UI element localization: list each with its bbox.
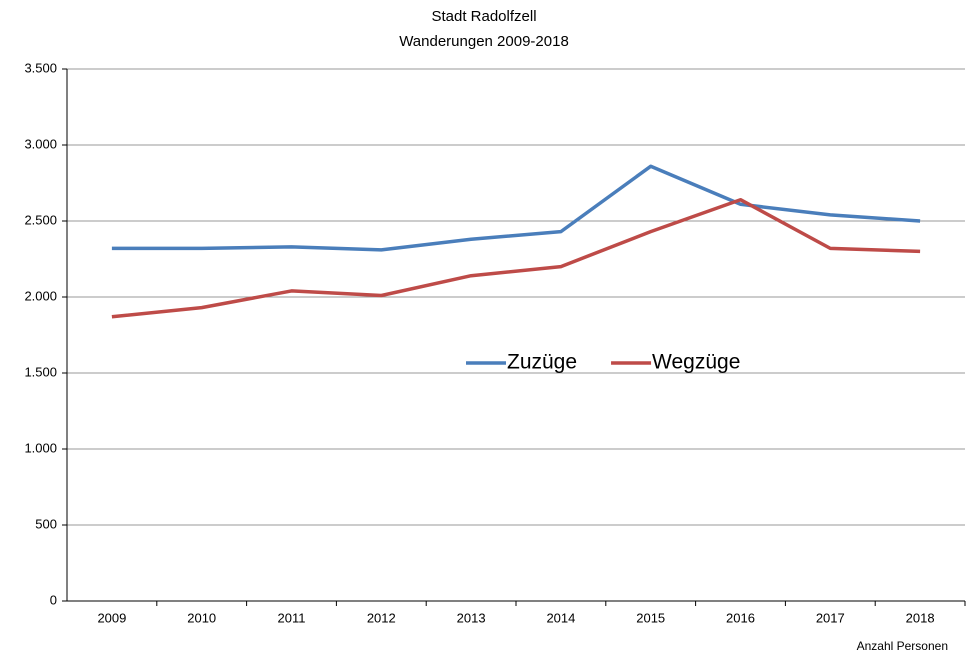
x-tick-label: 2012 bbox=[367, 610, 396, 625]
y-tick-label: 500 bbox=[35, 516, 57, 531]
x-tick-label: 2016 bbox=[726, 610, 755, 625]
x-tick-label: 2009 bbox=[97, 610, 126, 625]
x-tick-label: 2010 bbox=[187, 610, 216, 625]
x-tick-label: 2011 bbox=[278, 610, 306, 625]
y-tick-label: 1.500 bbox=[24, 364, 57, 379]
legend-label: Wegzüge bbox=[652, 351, 740, 374]
annotation: Anzahl Personen bbox=[857, 639, 948, 653]
y-tick-label: 3.500 bbox=[24, 60, 57, 75]
series-line bbox=[111, 197, 921, 319]
x-tick-label: 2017 bbox=[816, 610, 845, 625]
chart-subtitle: Wanderungen 2009-2018 bbox=[399, 33, 569, 50]
y-tick-label: 2.500 bbox=[24, 212, 57, 227]
x-tick-label: 2014 bbox=[546, 610, 575, 625]
y-tick-label: 3.000 bbox=[24, 136, 57, 151]
chart-title: Stadt Radolfzell bbox=[431, 8, 536, 25]
series-line bbox=[111, 164, 921, 252]
legend-label: Zuzüge bbox=[507, 351, 577, 374]
x-tick-label: 2015 bbox=[636, 610, 665, 625]
y-tick-label: 2.000 bbox=[24, 288, 57, 303]
x-tick-label: 2018 bbox=[906, 610, 935, 625]
x-tick-label: 2013 bbox=[457, 610, 486, 625]
y-tick-label: 1.000 bbox=[24, 440, 57, 455]
y-tick-label: 0 bbox=[50, 592, 57, 607]
